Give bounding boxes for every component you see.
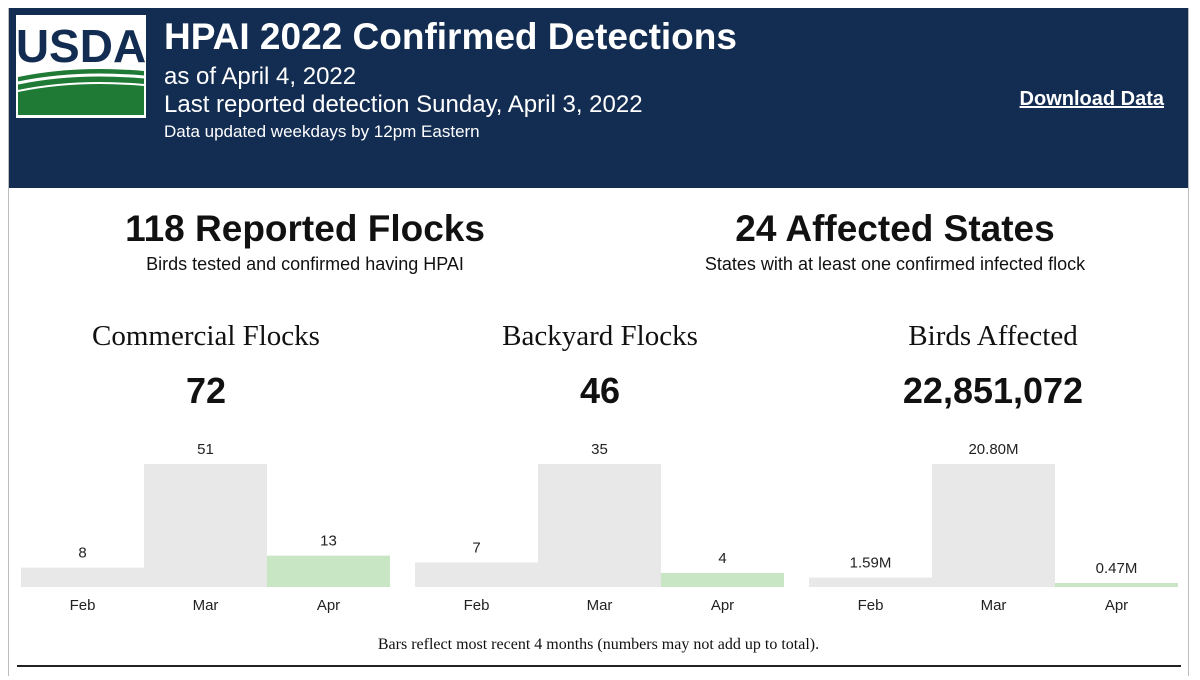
backyard-mar-value-label: 35 xyxy=(591,441,608,458)
commercial-mar-bar[interactable] xyxy=(144,464,267,587)
header-banner: USDA HPAI 2022 Confirmed Detections as o… xyxy=(9,8,1188,188)
backyard-apr-bar[interactable] xyxy=(661,572,784,587)
commercial-apr-bar[interactable] xyxy=(267,555,390,587)
backyard-flocks-title: Backyard Flocks xyxy=(502,320,698,352)
last-detection: Last reported detection Sunday, April 3,… xyxy=(164,91,643,118)
page-title: HPAI 2022 Confirmed Detections xyxy=(164,16,737,57)
commercial-apr-tick-label: Apr xyxy=(317,597,340,614)
backyard-flocks-total: 46 xyxy=(579,370,621,411)
commercial-flocks-total: 72 xyxy=(185,370,227,411)
chart-footnote: Bars reflect most recent 4 months (numbe… xyxy=(377,636,820,653)
reported-flocks-kpi: 118 Reported Flocks xyxy=(125,208,485,249)
commercial-mar-tick-label: Mar xyxy=(193,597,219,614)
reported-flocks-caption: Birds tested and confirmed having HPAI xyxy=(146,254,464,274)
download-data-link[interactable]: Download Data xyxy=(1019,88,1164,110)
birds-feb-tick-label: Feb xyxy=(858,597,884,614)
update-note: Data updated weekdays by 12pm Eastern xyxy=(164,122,480,141)
birds-feb-bar[interactable] xyxy=(809,577,932,587)
backyard-feb-value-label: 7 xyxy=(472,539,480,556)
birds-affected-title: Birds Affected xyxy=(908,320,1078,352)
commercial-flocks-title: Commercial Flocks xyxy=(92,320,320,352)
dashboard-frame: USDA HPAI 2022 Confirmed Detections as o… xyxy=(8,8,1189,676)
backyard-feb-tick-label: Feb xyxy=(464,597,490,614)
commercial-feb-tick-label: Feb xyxy=(70,597,96,614)
backyard-mar-tick-label: Mar xyxy=(587,597,613,614)
usda-logo: USDA xyxy=(16,15,146,118)
birds-mar-value-label: 20.80M xyxy=(968,441,1018,458)
birds-mar-tick-label: Mar xyxy=(981,597,1007,614)
commercial-mar-value-label: 51 xyxy=(197,441,214,458)
affected-states-caption: States with at least one confirmed infec… xyxy=(704,254,1086,274)
commercial-apr-value-label: 13 xyxy=(320,533,337,550)
commercial-feb-value-label: 8 xyxy=(78,545,86,562)
affected-states-kpi: 24 Affected States xyxy=(735,208,1055,249)
as-of-date: as of April 4, 2022 xyxy=(164,63,357,90)
backyard-apr-tick-label: Apr xyxy=(711,597,734,614)
backyard-apr-value-label: 4 xyxy=(718,550,726,567)
birds-mar-bar[interactable] xyxy=(932,464,1055,587)
birds-apr-tick-label: Apr xyxy=(1105,597,1128,614)
commercial-feb-bar[interactable] xyxy=(21,567,144,587)
birds-affected-total: 22,851,072 xyxy=(902,370,1084,411)
bottom-divider xyxy=(17,665,1181,667)
birds-feb-value-label: 1.59M xyxy=(850,555,892,572)
birds-apr-value-label: 0.47M xyxy=(1096,560,1138,577)
birds-apr-bar[interactable] xyxy=(1055,583,1178,587)
backyard-mar-bar[interactable] xyxy=(538,464,661,587)
monthly-bar-charts: 8 Feb 51 Mar 13 Apr 7 Feb 35 Mar 4 Apr 1.59M Feb 20.80… xyxy=(21,441,1178,614)
backyard-feb-bar[interactable] xyxy=(415,562,538,587)
usda-logo-text: USDA xyxy=(16,20,146,72)
